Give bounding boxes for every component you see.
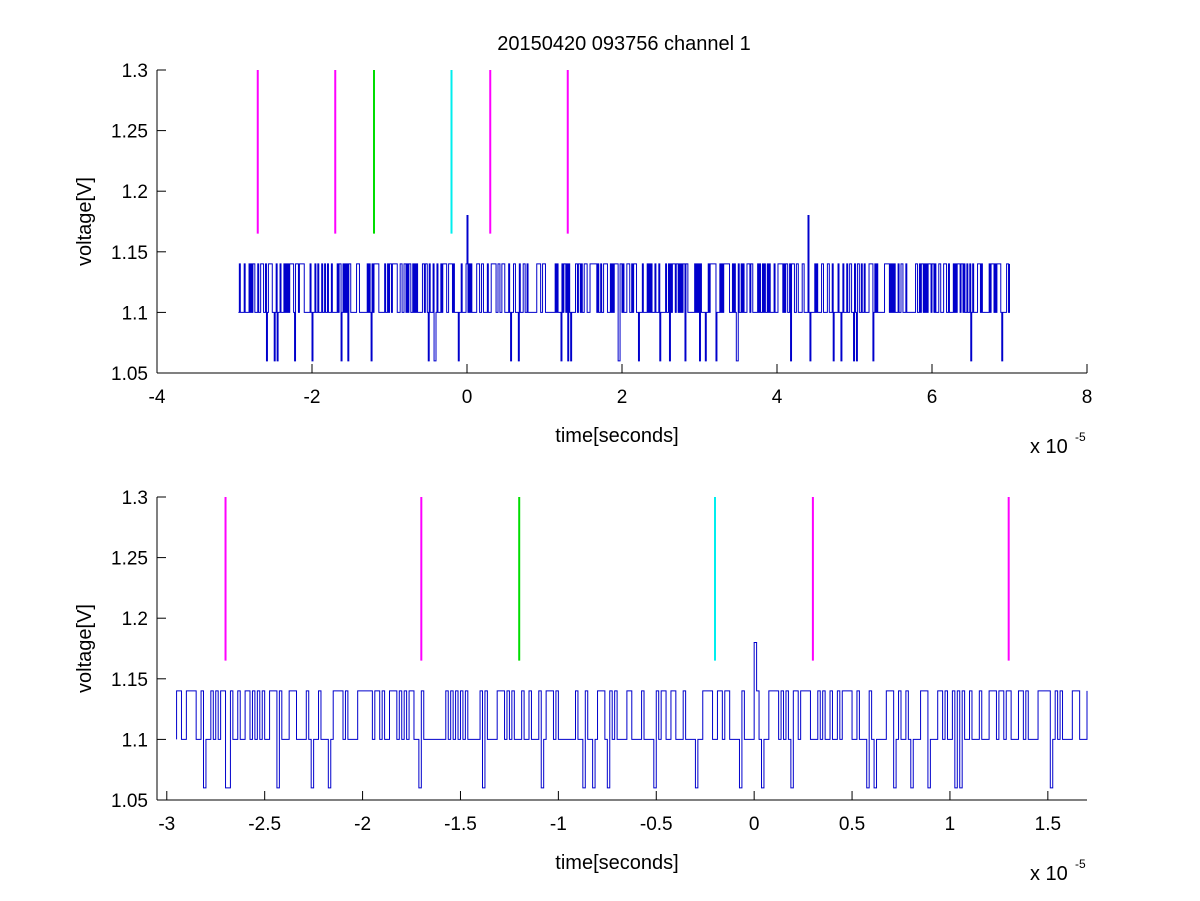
x-tick-label: -4 — [149, 387, 166, 408]
x-tick-label: -2 — [354, 814, 371, 835]
y-tick-label: 1.1 — [122, 303, 148, 324]
y-axis-label: voltage[V] — [74, 604, 96, 693]
x-tick-label: -2 — [304, 387, 321, 408]
signal-trace — [238, 214, 1010, 362]
y-tick-label: 1.05 — [111, 791, 148, 812]
x-axis-label: time[seconds] — [555, 425, 678, 447]
y-tick-label: 1.3 — [122, 61, 148, 82]
y-tick-label: 1.25 — [111, 549, 148, 570]
x-tick-label: 2 — [617, 387, 628, 408]
x-axis-label: time[seconds] — [555, 852, 678, 874]
x-multiplier-exponent: -5 — [1075, 857, 1086, 871]
x-tick-label: 0 — [749, 814, 760, 835]
x-tick-label: 0.5 — [839, 814, 865, 835]
figure-title: 20150420 093756 channel 1 — [497, 33, 751, 55]
x-tick-label: -2.5 — [248, 814, 281, 835]
x-multiplier-label: x 10 — [1030, 436, 1068, 458]
y-tick-label: 1.15 — [111, 243, 148, 264]
y-tick-label: 1.2 — [122, 609, 148, 630]
x-tick-label: 6 — [927, 387, 938, 408]
x-tick-label: 4 — [772, 387, 783, 408]
y-tick-label: 1.25 — [111, 122, 148, 143]
x-tick-label: -1.5 — [444, 814, 477, 835]
y-tick-label: 1.1 — [122, 730, 148, 751]
x-multiplier-label: x 10 — [1030, 863, 1068, 885]
x-tick-label: 1 — [945, 814, 956, 835]
x-tick-label: 0 — [462, 387, 473, 408]
x-tick-label: -1 — [550, 814, 567, 835]
signal-trace — [176, 641, 1088, 789]
y-tick-label: 1.15 — [111, 670, 148, 691]
x-multiplier-exponent: -5 — [1075, 430, 1086, 444]
x-tick-label: 8 — [1082, 387, 1093, 408]
x-tick-label: -0.5 — [640, 814, 673, 835]
y-axis-label: voltage[V] — [74, 177, 96, 266]
top-axes: 1.05 1.1 1.15 1.2 1.25 1.3 -4 -2 0 2 4 6 8 time[secon… — [74, 61, 1092, 458]
x-tick-label: 1.5 — [1035, 814, 1061, 835]
y-tick-label: 1.3 — [122, 488, 148, 509]
y-tick-label: 1.2 — [122, 182, 148, 203]
bottom-axes: 1.05 1.1 1.15 1.2 1.25 1.3 -3 -2.5 -2 -1.5 -1 -0.5 0… — [74, 488, 1088, 885]
x-tick-label: -3 — [158, 814, 175, 835]
y-tick-label: 1.05 — [111, 364, 148, 385]
